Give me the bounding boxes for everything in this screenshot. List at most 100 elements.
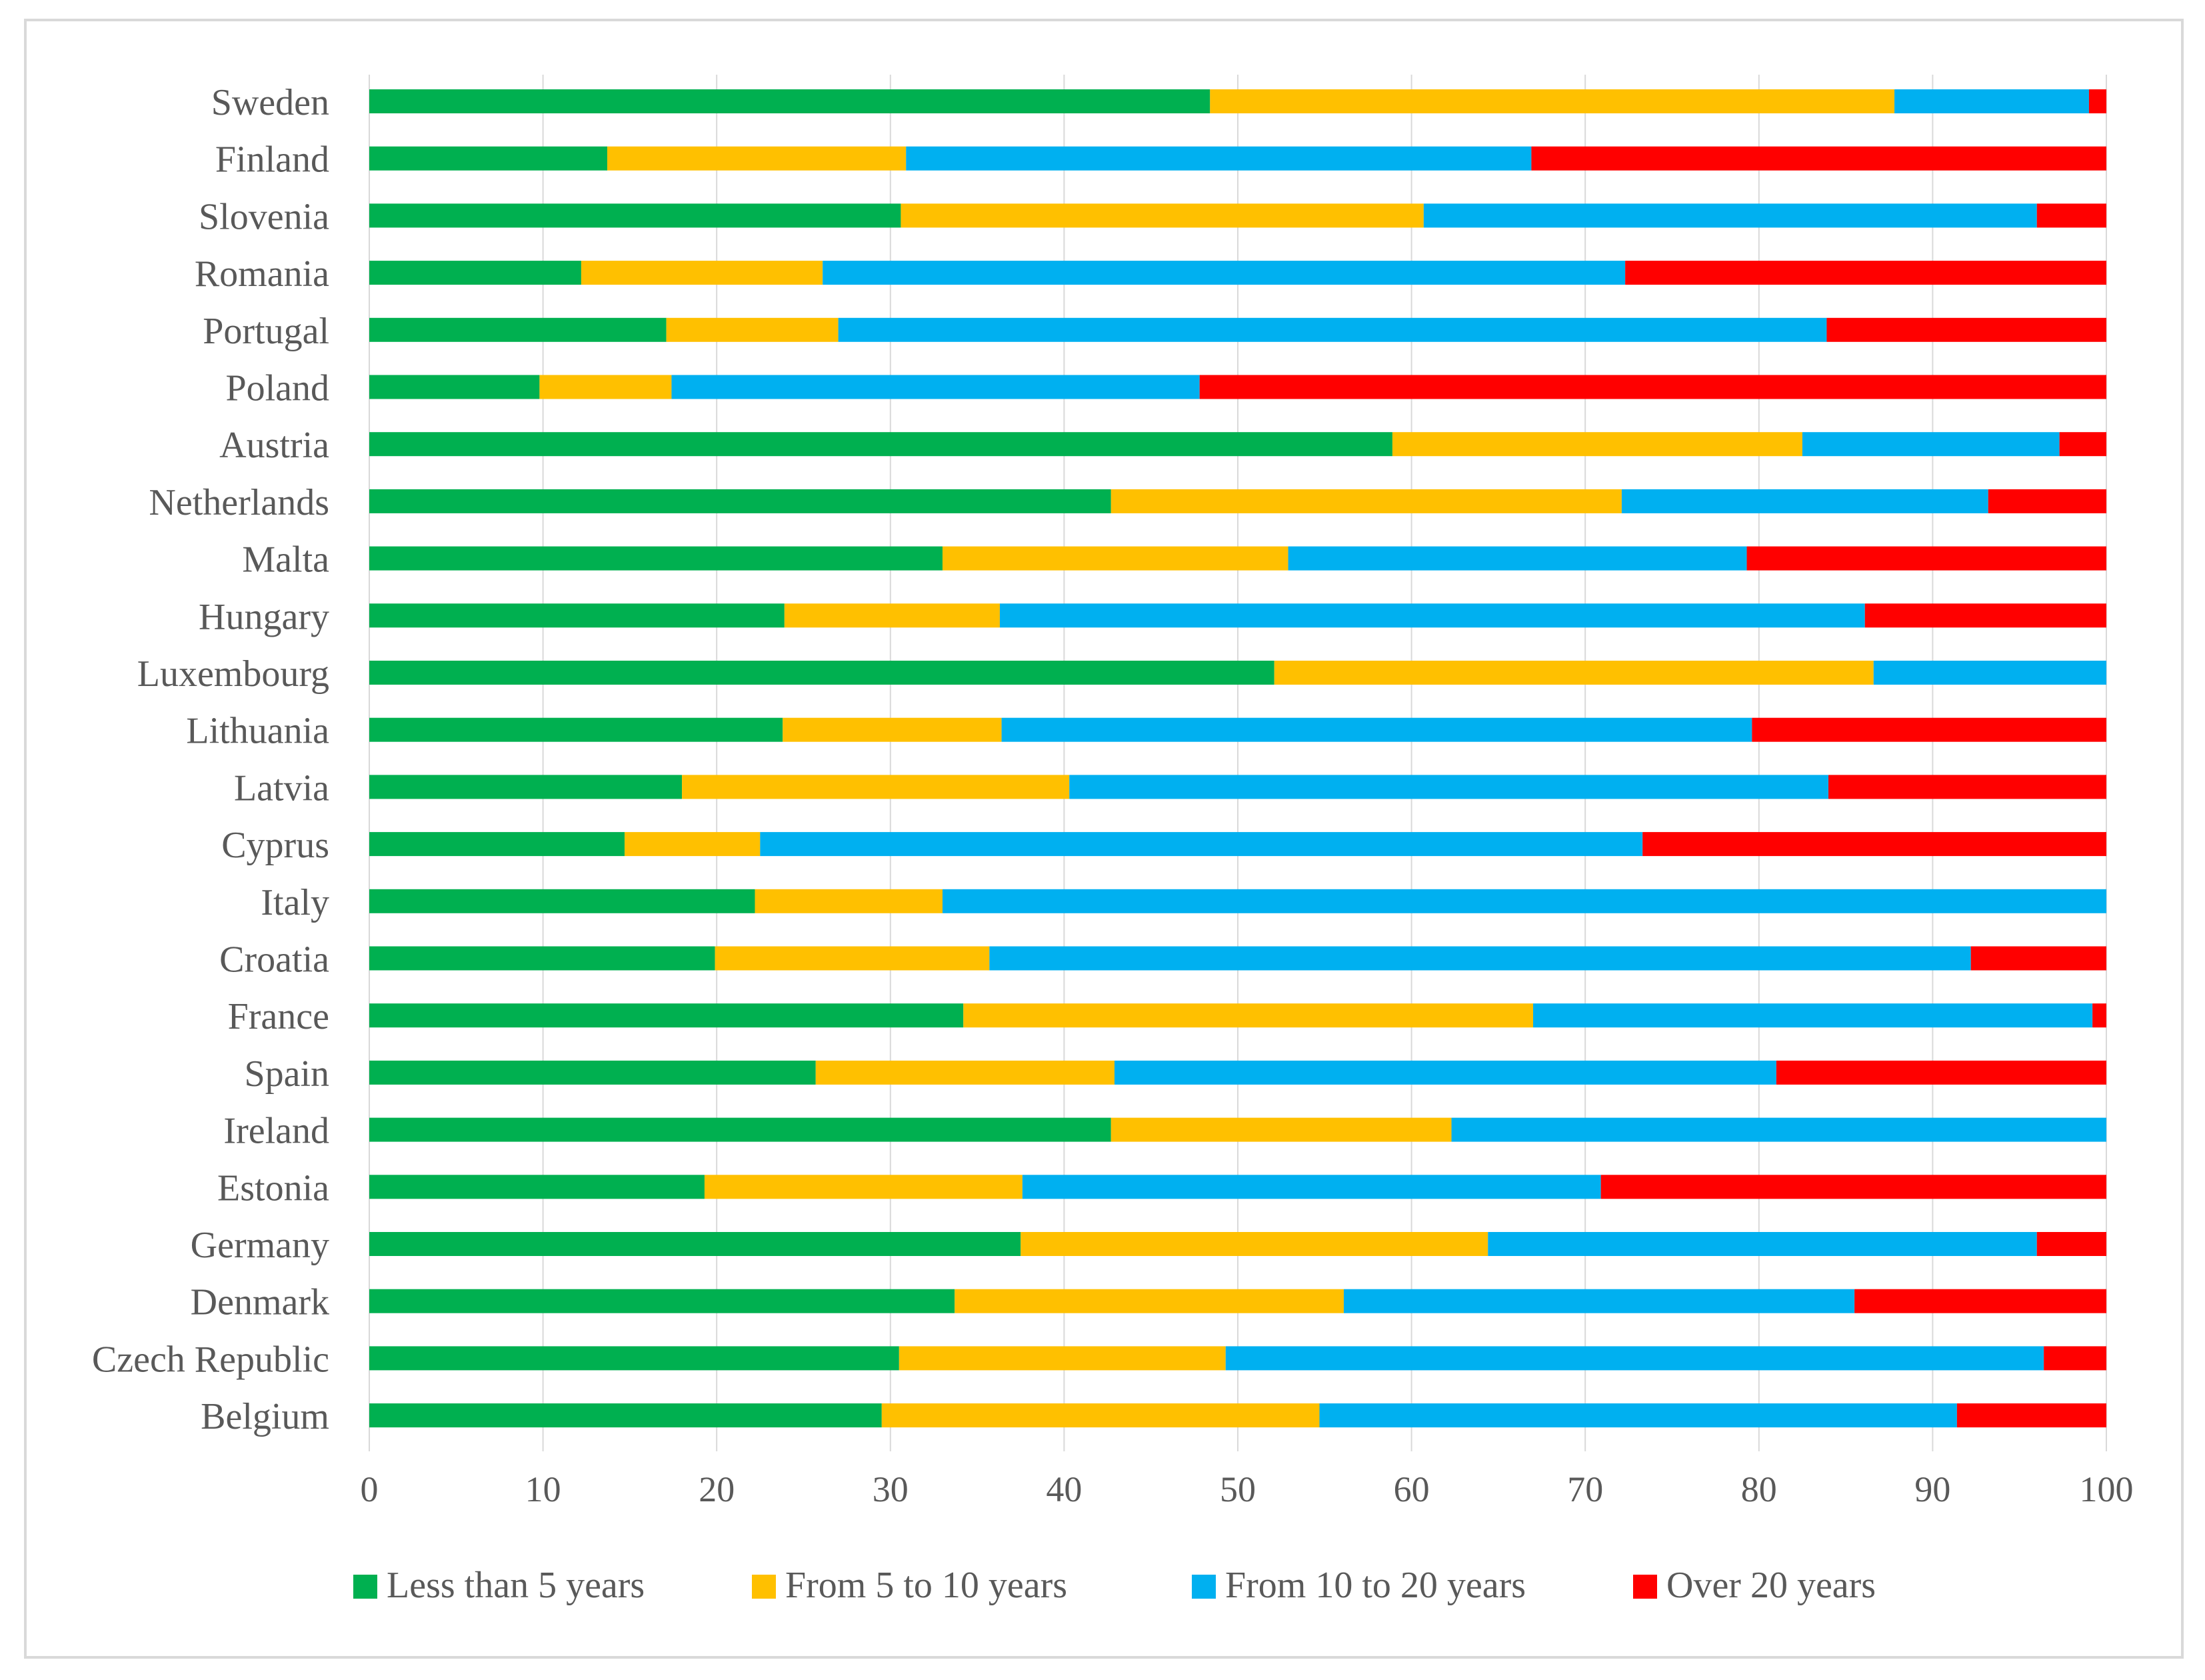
- bar-croatia-less-than-5-years: [369, 946, 715, 971]
- bar-croatia-over-20-years: [1970, 946, 2106, 971]
- x-tick-label-80: 80: [1741, 1469, 1777, 1509]
- bar-finland-from-5-to-10-years: [607, 146, 907, 171]
- bar-romania-from-10-to-20-years: [823, 261, 1626, 285]
- bar-hungary-over-20-years: [1864, 603, 2106, 628]
- category-label-belgium: Belgium: [201, 1396, 329, 1437]
- bar-denmark-over-20-years: [1854, 1289, 2106, 1313]
- legend: Less than 5 years From 5 to 10 years From …: [353, 1565, 1876, 1606]
- bar-finland-less-than-5-years: [369, 146, 608, 171]
- bar-poland-less-than-5-years: [369, 375, 540, 399]
- category-label-lithuania: Lithuania: [186, 711, 329, 752]
- bar-malta-from-10-to-20-years: [1288, 546, 1747, 571]
- bar-hungary-less-than-5-years: [369, 603, 785, 628]
- bar-cyprus-over-20-years: [1642, 832, 2106, 857]
- bar-austria-from-10-to-20-years: [1802, 432, 2060, 457]
- bar-netherlands-over-20-years: [1988, 489, 2106, 513]
- bar-poland-over-20-years: [1199, 375, 2106, 399]
- bar-france-over-20-years: [2092, 1003, 2106, 1028]
- category-label-spain: Spain: [244, 1053, 329, 1095]
- bar-malta-over-20-years: [1746, 546, 2106, 571]
- bar-latvia-from-5-to-10-years: [682, 775, 1070, 799]
- bar-cyprus-from-10-to-20-years: [760, 832, 1643, 857]
- category-label-austria: Austria: [219, 425, 329, 466]
- bar-latvia-from-10-to-20-years: [1069, 775, 1829, 799]
- bar-croatia-from-5-to-10-years: [715, 946, 990, 971]
- bar-ireland-from-10-to-20-years: [1451, 1117, 2106, 1142]
- legend-swatch-from-5-to-10-years: [752, 1575, 776, 1599]
- x-tick-label-60: 60: [1394, 1469, 1430, 1509]
- category-label-poland: Poland: [225, 368, 329, 409]
- x-tick-label-50: 50: [1220, 1469, 1256, 1509]
- legend-item-over-20-years: Over 20 years: [1633, 1565, 1876, 1606]
- category-label-italy: Italy: [261, 882, 329, 923]
- bar-netherlands-from-5-to-10-years: [1110, 489, 1622, 513]
- bar-hungary-from-5-to-10-years: [784, 603, 1000, 628]
- x-tick-labels: 0 10 20 30 40 50 60 70 80 90 100: [361, 1469, 2134, 1509]
- bar-netherlands-from-10-to-20-years: [1621, 489, 1988, 513]
- bar-austria-over-20-years: [2059, 432, 2106, 457]
- bar-finland-over-20-years: [1531, 146, 2106, 171]
- bar-slovenia-from-5-to-10-years: [901, 203, 1424, 228]
- bar-spain-from-5-to-10-years: [815, 1060, 1114, 1085]
- bar-estonia-from-10-to-20-years: [1022, 1175, 1601, 1199]
- bar-luxembourg-from-5-to-10-years: [1274, 661, 1874, 685]
- bar-portugal-over-20-years: [1826, 317, 2106, 342]
- category-label-finland: Finland: [215, 139, 329, 181]
- bar-italy-less-than-5-years: [369, 889, 755, 913]
- bar-malta-less-than-5-years: [369, 546, 943, 571]
- category-label-portugal: Portugal: [203, 311, 329, 352]
- bar-portugal-from-5-to-10-years: [666, 317, 839, 342]
- legend-swatch-from-10-to-20-years: [1192, 1575, 1216, 1599]
- bar-lithuania-from-10-to-20-years: [1001, 717, 1752, 742]
- bar-spain-less-than-5-years: [369, 1060, 816, 1085]
- bar-ireland-less-than-5-years: [369, 1117, 1111, 1142]
- category-label-croatia: Croatia: [219, 939, 329, 981]
- bar-italy-from-5-to-10-years: [755, 889, 943, 913]
- bar-ireland-from-5-to-10-years: [1110, 1117, 1452, 1142]
- bar-latvia-less-than-5-years: [369, 775, 683, 799]
- category-label-romania: Romania: [195, 253, 329, 295]
- bar-cyprus-from-5-to-10-years: [625, 832, 761, 857]
- bar-belgium-from-5-to-10-years: [881, 1403, 1320, 1428]
- category-label-latvia: Latvia: [234, 767, 329, 809]
- bar-lithuania-less-than-5-years: [369, 717, 783, 742]
- category-label-hungary: Hungary: [199, 596, 329, 637]
- stacked-bar-chart: Sweden Finland Slovenia Romania Portugal Pola…: [92, 75, 2134, 1606]
- bar-czech-republic-from-10-to-20-years: [1225, 1346, 2044, 1371]
- bar-germany-from-10-to-20-years: [1488, 1232, 2037, 1256]
- legend-swatch-less-than-5-years: [353, 1575, 377, 1599]
- x-tick-label-100: 100: [2080, 1469, 2134, 1509]
- bar-lithuania-over-20-years: [1752, 717, 2106, 742]
- category-label-france: France: [228, 996, 329, 1037]
- bars: [369, 89, 2106, 1428]
- bar-estonia-less-than-5-years: [369, 1175, 705, 1199]
- bar-czech-republic-over-20-years: [2044, 1346, 2106, 1371]
- bar-croatia-from-10-to-20-years: [989, 946, 1971, 971]
- bar-romania-from-5-to-10-years: [581, 261, 823, 285]
- bar-germany-from-5-to-10-years: [1021, 1232, 1488, 1256]
- category-label-denmark: Denmark: [191, 1282, 329, 1323]
- bar-slovenia-less-than-5-years: [369, 203, 901, 228]
- bar-czech-republic-from-5-to-10-years: [899, 1346, 1226, 1371]
- bar-sweden-less-than-5-years: [369, 89, 1210, 113]
- x-tick-label-40: 40: [1046, 1469, 1082, 1509]
- bar-austria-from-5-to-10-years: [1392, 432, 1802, 457]
- bar-estonia-from-5-to-10-years: [704, 1175, 1023, 1199]
- bar-lithuania-from-5-to-10-years: [783, 717, 1002, 742]
- bar-sweden-from-5-to-10-years: [1210, 89, 1895, 113]
- bar-poland-from-5-to-10-years: [539, 375, 672, 399]
- bar-slovenia-over-20-years: [2036, 203, 2106, 228]
- bar-romania-over-20-years: [1625, 261, 2106, 285]
- x-tick-label-10: 10: [525, 1469, 561, 1509]
- category-label-netherlands: Netherlands: [149, 482, 329, 523]
- legend-label-from-5-to-10-years: From 5 to 10 years: [785, 1565, 1067, 1606]
- bar-estonia-over-20-years: [1600, 1175, 2106, 1199]
- bar-germany-over-20-years: [2036, 1232, 2106, 1256]
- bar-sweden-over-20-years: [2088, 89, 2106, 113]
- bar-belgium-less-than-5-years: [369, 1403, 882, 1428]
- bar-france-from-10-to-20-years: [1533, 1003, 2093, 1028]
- gridlines: [369, 75, 2107, 1451]
- bar-germany-less-than-5-years: [369, 1232, 1021, 1256]
- category-labels: Sweden Finland Slovenia Romania Portugal Pola…: [92, 82, 329, 1437]
- bar-malta-from-5-to-10-years: [942, 546, 1288, 571]
